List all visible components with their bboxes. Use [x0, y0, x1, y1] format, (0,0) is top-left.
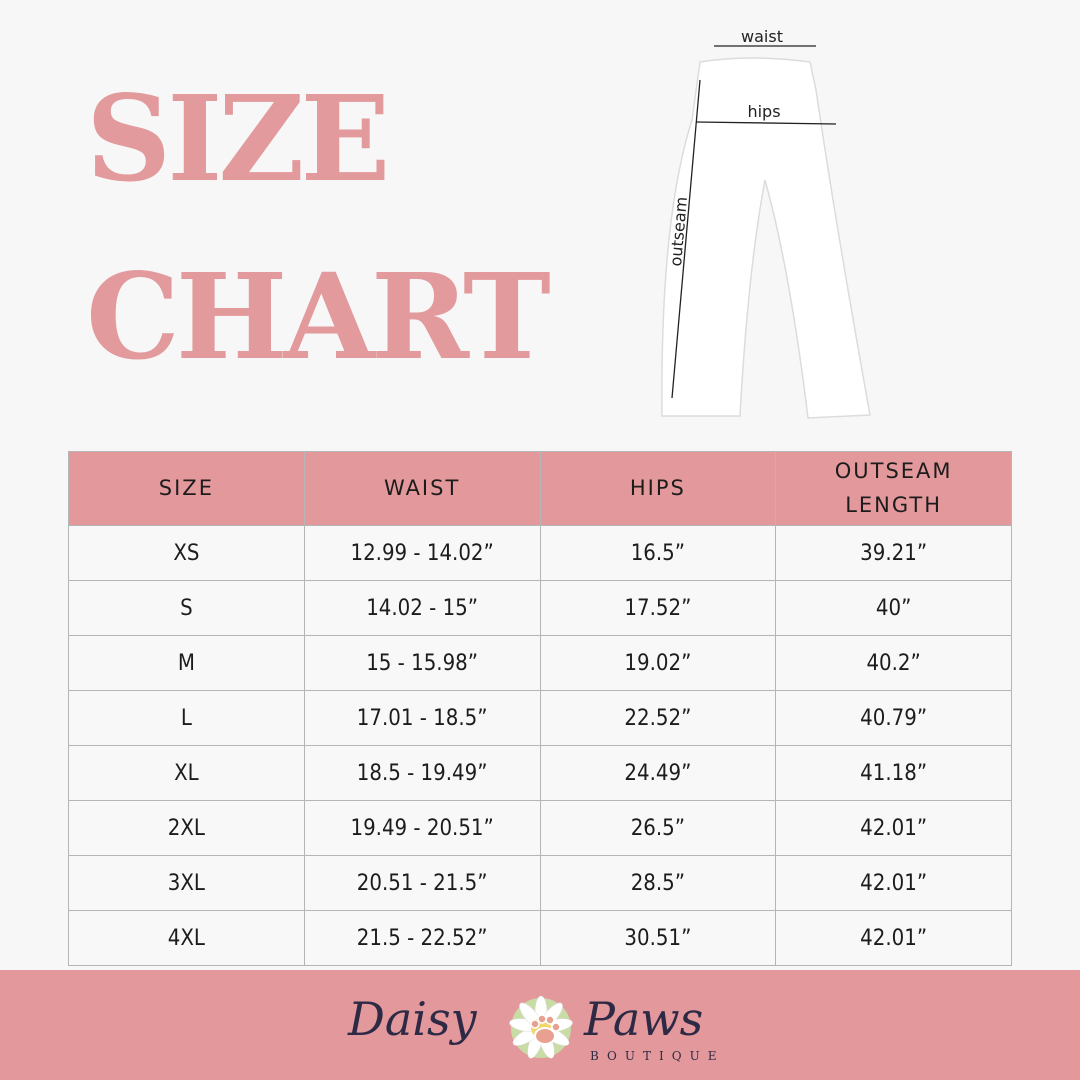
cell-size: 2XL: [68, 800, 305, 856]
cell-size: 3XL: [68, 855, 305, 911]
header-outseam: OUTSEAM LENGTH: [775, 451, 1012, 526]
hips-arrow: [695, 121, 837, 125]
table-row: XS 12.99 - 14.02” 16.5” 39.21”: [68, 525, 1012, 581]
title-size: SIZE: [86, 69, 390, 208]
size-table: SIZE WAIST HIPS OUTSEAM LENGTH XS 12.99 -…: [68, 451, 1012, 966]
cell-outseam: 40.2”: [775, 635, 1012, 691]
title-chart: CHART: [86, 247, 551, 386]
pants-diagram: waist hips outseam: [661, 27, 871, 419]
outseam-arrow: [671, 79, 701, 399]
cell-waist: 21.5 - 22.52”: [303, 910, 541, 966]
cell-hips: 28.5”: [539, 855, 777, 911]
cell-size: S: [68, 580, 305, 636]
cell-waist: 18.5 - 19.49”: [303, 745, 541, 801]
table-header-row: SIZE WAIST HIPS OUTSEAM LENGTH: [68, 451, 1012, 526]
cell-waist: 17.01 - 18.5”: [303, 690, 541, 746]
cell-outseam: 40.79”: [775, 690, 1012, 746]
cell-size: XS: [68, 525, 305, 581]
table-row: S 14.02 - 15” 17.52” 40”: [68, 580, 1012, 636]
cell-waist: 15 - 15.98”: [303, 635, 541, 691]
cell-size: 4XL: [68, 910, 305, 966]
pants-illustration: [661, 57, 871, 419]
table-row: 3XL 20.51 - 21.5” 28.5” 42.01”: [68, 855, 1012, 911]
table-row: 2XL 19.49 - 20.51” 26.5” 42.01”: [68, 800, 1012, 856]
header-size: SIZE: [68, 451, 305, 526]
cell-outseam: 42.01”: [775, 800, 1012, 856]
logo-paws: Paws: [584, 992, 704, 1046]
table-row: 4XL 21.5 - 22.52” 30.51” 42.01”: [68, 910, 1012, 966]
cell-waist: 20.51 - 21.5”: [303, 855, 541, 911]
logo-boutique: BOUTIQUE: [590, 1049, 725, 1063]
cell-waist: 12.99 - 14.02”: [303, 525, 541, 581]
cell-hips: 26.5”: [539, 800, 777, 856]
header-waist: WAIST: [303, 451, 541, 526]
cell-outseam: 42.01”: [775, 855, 1012, 911]
cell-outseam: 42.01”: [775, 910, 1012, 966]
cell-outseam: 41.18”: [775, 745, 1012, 801]
cell-size: L: [68, 690, 305, 746]
table-row: XL 18.5 - 19.49” 24.49” 41.18”: [68, 745, 1012, 801]
cell-waist: 19.49 - 20.51”: [303, 800, 541, 856]
cell-size: XL: [68, 745, 305, 801]
cell-outseam: 40”: [775, 580, 1012, 636]
cell-waist: 14.02 - 15”: [303, 580, 541, 636]
waist-label: waist: [741, 27, 783, 46]
cell-hips: 17.52”: [539, 580, 777, 636]
cell-hips: 22.52”: [539, 690, 777, 746]
logo-daisy: Daisy: [348, 992, 477, 1046]
cell-hips: 24.49”: [539, 745, 777, 801]
table-row: M 15 - 15.98” 19.02” 40.2”: [68, 635, 1012, 691]
daisy-paw-logo-icon: [509, 995, 573, 1059]
table-row: L 17.01 - 18.5” 22.52” 40.79”: [68, 690, 1012, 746]
cell-size: M: [68, 635, 305, 691]
cell-outseam: 39.21”: [775, 525, 1012, 581]
cell-hips: 30.51”: [539, 910, 777, 966]
header-hips: HIPS: [539, 451, 777, 526]
cell-hips: 19.02”: [539, 635, 777, 691]
hips-label: hips: [747, 102, 780, 121]
cell-hips: 16.5”: [539, 525, 777, 581]
